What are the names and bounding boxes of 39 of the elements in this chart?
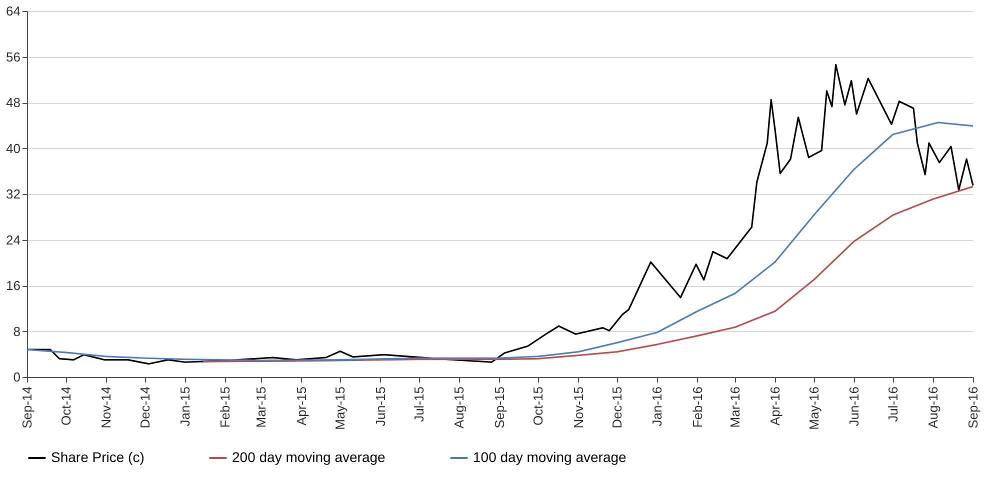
y-tick-label: 16 [6,278,20,293]
y-tick-label: 56 [6,49,20,64]
x-tick-label: Aug-16 [925,386,940,428]
y-tick-label: 24 [6,232,20,248]
x-tick-label: Oct-14 [58,386,74,426]
legend-label: 200 day moving average [232,449,386,465]
x-tick-label: Dec-15 [610,386,625,428]
line-series [26,122,974,362]
x-tick-label: Jun-15 [372,386,388,426]
x-tick-label: Dec-14 [137,386,152,428]
x-tick-label: Sep-15 [492,386,507,428]
y-tick-label: 32 [6,186,20,202]
x-tick-label: Sep-14 [20,386,34,428]
x-tick-label: Mar-16 [727,386,742,428]
y-tick-label: 8 [13,324,20,339]
legend-label: Share Price (c) [51,449,144,465]
x-tick-label: Apr-15 [294,386,309,426]
x-tick-label: May-15 [332,386,348,430]
x-tick-label: May-16 [806,386,822,430]
x-tick-label: Feb-15 [218,386,232,428]
legend-label: 100 day moving average [473,449,627,465]
x-tick-label: Nov-14 [98,386,114,428]
line-series [202,186,974,362]
x-tick-label: Jan-16 [650,386,665,426]
x-tick-label: Jan-15 [177,386,192,426]
y-tick-label: 40 [6,140,20,156]
y-tick-label: 0 [13,370,20,384]
x-tick-label: Jul-15 [412,386,427,422]
x-tick-label: Sep-16 [966,386,980,428]
x-tick-label: Aug-15 [452,386,467,428]
x-tick-label: Apr-16 [768,386,782,426]
y-tick-label: 48 [6,95,20,110]
x-tick-label: Mar-15 [254,386,269,428]
x-tick-label: Jun-16 [846,386,862,426]
x-tick-label: Nov-15 [570,386,586,428]
y-tick-label: 64 [6,4,20,18]
x-tick-label: Jul-16 [885,386,900,422]
x-tick-label: Oct-15 [530,386,546,426]
x-tick-label: Feb-16 [690,386,705,428]
